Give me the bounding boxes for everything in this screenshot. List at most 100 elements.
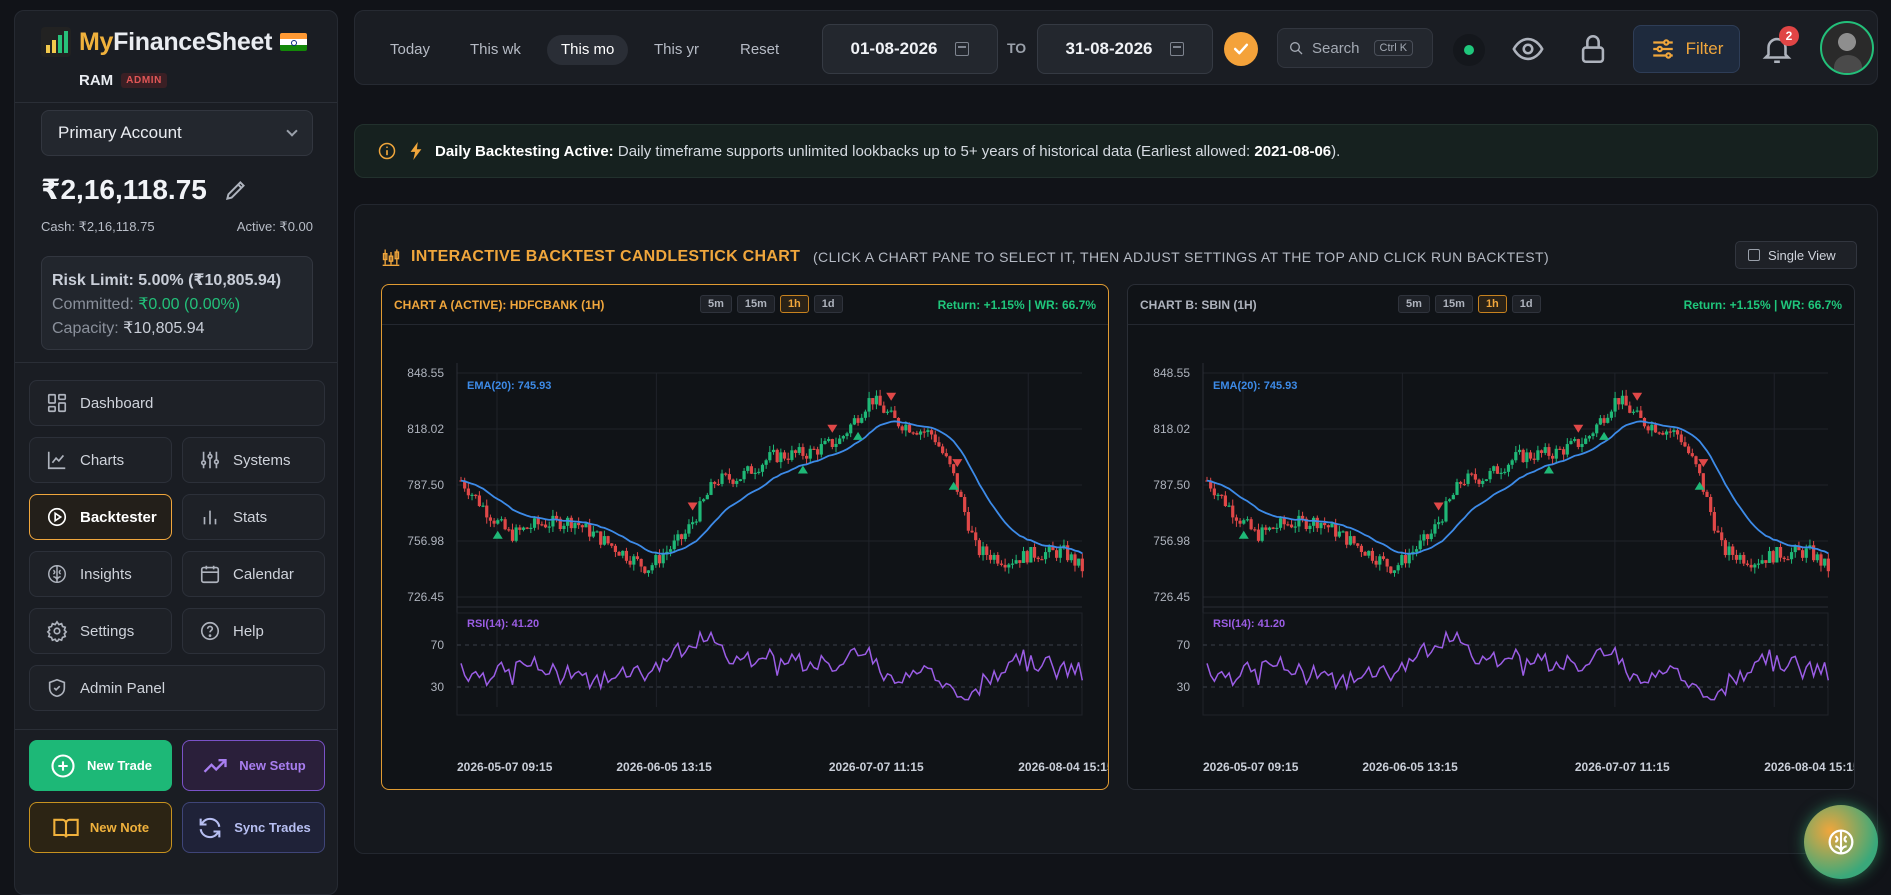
nav-insights[interactable]: Insights (29, 551, 172, 597)
candle-body (1260, 527, 1264, 541)
checkbox-icon[interactable] (1748, 249, 1760, 261)
nav-charts[interactable]: Charts (29, 437, 172, 483)
candle-body (1451, 494, 1455, 500)
single-view-toggle[interactable]: Single View (1735, 241, 1857, 269)
avatar[interactable] (1820, 21, 1874, 75)
candle-body (735, 480, 739, 484)
candle-body (959, 491, 963, 497)
range-this-month[interactable]: This mo (547, 35, 629, 65)
tf-5m-button[interactable]: 5m (700, 295, 732, 313)
new-trade-button[interactable]: New Trade (29, 740, 172, 791)
candle-body (1499, 472, 1503, 474)
tf-5m-button[interactable]: 5m (1398, 295, 1430, 313)
candle-body (1793, 546, 1797, 553)
role-badge: ADMIN (121, 73, 167, 88)
range-today[interactable]: Today (390, 41, 431, 58)
new-note-button[interactable]: New Note (29, 802, 172, 853)
dashboard-icon (47, 393, 67, 413)
nav-admin-label: Admin Panel (80, 679, 166, 697)
candle-body (827, 439, 831, 441)
candle-body (889, 410, 893, 412)
nav-backtester[interactable]: Backtester (29, 494, 172, 540)
x-tick-label: 2026-08-04 15:15 (1764, 760, 1854, 774)
ai-assistant-button[interactable] (1804, 805, 1878, 879)
nav-admin-panel[interactable]: Admin Panel (29, 665, 325, 711)
candle-body (573, 523, 577, 529)
candle-body (1389, 566, 1393, 573)
range-this-week[interactable]: This wk (470, 41, 521, 58)
candle-body (610, 543, 614, 546)
chart-pane-b[interactable]: CHART B: SBIN (1H) 5m 15m 1h 1d Return: … (1127, 284, 1855, 790)
candlestick-chart[interactable]: 848.55 818.02 787.50 756.98 726.45 EMA(20): 7… (1128, 325, 1854, 789)
edit-pencil-icon[interactable] (223, 177, 249, 203)
candle-body (904, 424, 908, 431)
nav-dashboard[interactable]: Dashboard (29, 380, 325, 426)
candle-body (661, 554, 665, 564)
tf-1d-button[interactable]: 1d (1511, 295, 1541, 313)
nav-stats-label: Stats (233, 508, 268, 526)
range-this-year[interactable]: This yr (654, 41, 699, 58)
candle-body (1080, 558, 1084, 572)
candle-body (713, 482, 717, 484)
candle-body (577, 523, 581, 526)
candle-body (1227, 505, 1231, 507)
brand[interactable]: MyFinanceSheet (41, 27, 308, 57)
calendar-icon[interactable] (955, 42, 970, 56)
nav-calendar[interactable]: Calendar (182, 551, 325, 597)
date-from-input[interactable]: 01-08-2026 (822, 24, 998, 74)
candle-body (1672, 430, 1676, 433)
nav-help[interactable]: Help (182, 608, 325, 654)
search-button[interactable]: Search Ctrl K (1277, 28, 1433, 68)
plus-circle-icon (51, 753, 75, 778)
tf-1h-button[interactable]: 1h (1477, 295, 1507, 313)
candle-body (929, 430, 934, 435)
candle-body (1745, 563, 1750, 565)
new-setup-button[interactable]: New Setup (182, 740, 325, 791)
candle-body (1054, 550, 1059, 558)
rsi-pane (456, 612, 1083, 716)
candle-body (966, 512, 970, 531)
candle-body (1675, 430, 1680, 435)
candle-body (1694, 456, 1698, 465)
chart-pane-a[interactable]: CHART A (ACTIVE): HDFCBANK (1H) 5m 15m 1… (381, 284, 1109, 790)
filter-button[interactable]: Filter (1633, 25, 1740, 73)
nav-systems[interactable]: Systems (182, 437, 325, 483)
calendar-icon[interactable] (1170, 42, 1185, 56)
candle-body (720, 473, 724, 484)
chart-title: CHART B: SBIN (1H) (1140, 297, 1257, 312)
candlestick-chart[interactable]: 848.55 818.02 787.50 756.98 726.45 EMA(20): 7… (382, 325, 1108, 789)
apply-date-button[interactable] (1224, 32, 1258, 66)
ema-label: EMA(20): 745.93 (467, 380, 551, 392)
connection-status (1453, 34, 1485, 66)
candle-body (1370, 550, 1375, 561)
candle-body (536, 518, 540, 525)
candle-body (1620, 395, 1625, 405)
range-reset[interactable]: Reset (740, 41, 780, 58)
candle-body (749, 466, 754, 474)
candle-body (1488, 470, 1492, 480)
candle-body (856, 418, 860, 423)
tf-15m-button[interactable]: 15m (1434, 295, 1473, 313)
candle-body (1539, 450, 1544, 453)
candle-body (1543, 447, 1547, 453)
candle-body (955, 473, 959, 492)
nav-stats[interactable]: Stats (182, 494, 325, 540)
candle-body (1815, 554, 1819, 561)
candle-body (1510, 460, 1514, 465)
candle-body (1503, 471, 1507, 474)
date-to-input[interactable]: 31-08-2026 (1037, 24, 1213, 74)
tf-1h-button[interactable]: 1h (779, 295, 809, 313)
tf-15m-button[interactable]: 15m (736, 295, 775, 313)
nav-settings[interactable]: Settings (29, 608, 172, 654)
account-select[interactable]: Primary Account (41, 110, 313, 156)
candle-body (948, 456, 952, 465)
chevron-down-icon (286, 124, 298, 137)
candle-body (1363, 551, 1367, 556)
candle-body (1282, 518, 1286, 525)
lock-icon[interactable] (1576, 32, 1610, 66)
rsi-line (460, 629, 1084, 701)
candle-body (1429, 533, 1433, 540)
eye-icon[interactable] (1511, 32, 1545, 66)
tf-1d-button[interactable]: 1d (813, 295, 843, 313)
sync-trades-button[interactable]: Sync Trades (182, 802, 325, 853)
